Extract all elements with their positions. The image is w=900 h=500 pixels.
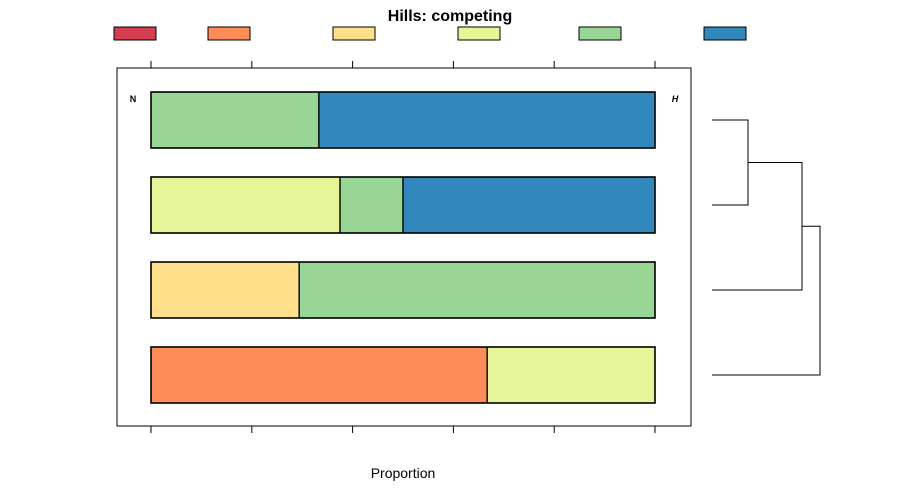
n-header: N [130,94,137,104]
plot-frame [116,67,692,427]
bar-outline-ravenell [150,346,656,404]
dendrogram-branch [712,225,821,376]
bar-segment-ravenell-crest [151,347,488,403]
bars [150,91,656,404]
x-axis [150,61,656,433]
bar-segment-ravenell-nose-slope [487,347,655,403]
bar-outline-armoine [150,261,656,319]
legend-swatch-nose-slope [457,26,501,41]
h-header: H [672,94,679,104]
x-axis-label: Proportion [371,465,436,481]
annotations: N H [130,94,679,104]
bar-outline-penelas [150,91,656,149]
bar-segment-stodick-nose-slope [151,177,340,233]
bar-segment-armoine-head-slope [151,262,300,318]
bar-segment-stodick-side-slope [340,177,403,233]
dendrogram-branch [712,119,749,206]
legend-swatch-side-slope [578,26,622,41]
dendrogram-branch [712,162,803,291]
legend-swatch-crest [207,26,251,41]
bar-segment-stodick-base-slope [403,177,655,233]
legend [113,26,747,41]
bar-segment-armoine-side-slope [299,262,655,318]
legend-swatch-head-slope [332,26,376,41]
legend-swatch-base-slope [703,26,747,41]
bar-segment-penelas-side-slope [151,92,319,148]
chart-title: Hills: competing [388,8,512,25]
dendrogram [712,119,821,376]
legend-swatch-interfluve [113,26,157,41]
bar-segment-penelas-base-slope [318,92,655,148]
